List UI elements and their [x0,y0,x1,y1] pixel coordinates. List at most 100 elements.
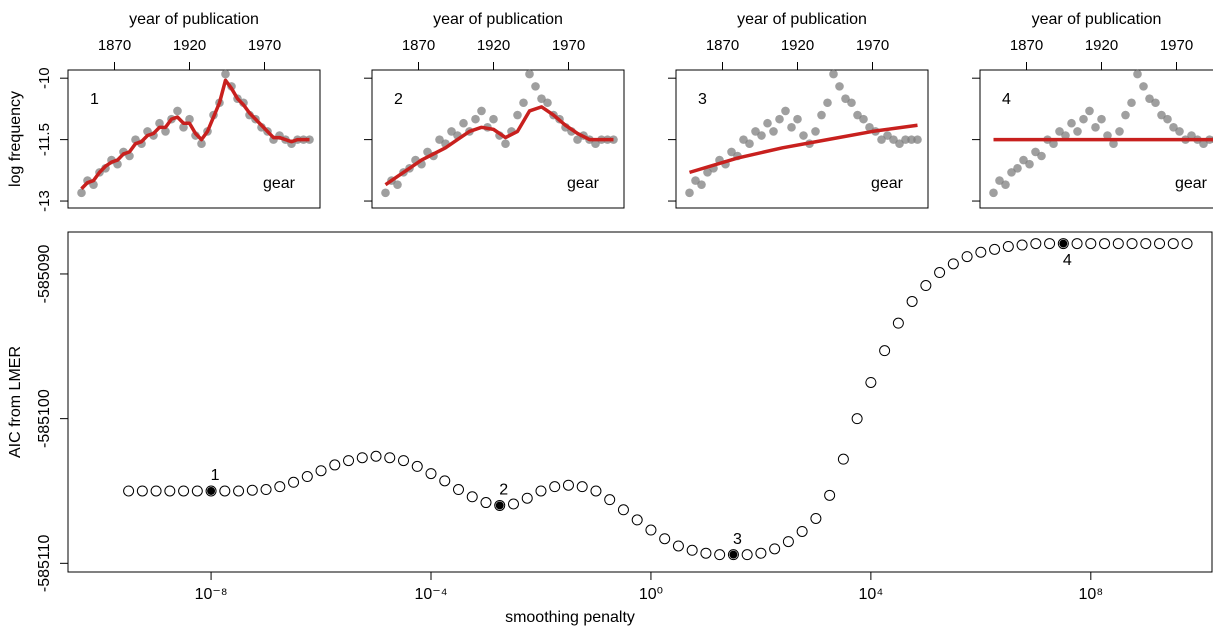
data-point [906,295,918,307]
panel-annotation: gear [263,175,296,192]
data-point [535,485,547,497]
data-point [811,127,820,136]
data-point [1154,238,1166,250]
fit-line [80,78,310,190]
data-point [1157,110,1166,120]
data-point [714,549,726,561]
data-point [179,123,188,132]
data-point [370,450,382,462]
data-point [763,118,772,128]
data-point [672,540,684,552]
data-point [1037,151,1046,161]
data-point [727,147,736,157]
data-point [697,180,706,189]
data-point [775,114,784,124]
data-point [883,131,892,140]
x-tick-label: 10⁴ [859,586,884,603]
data-point [1127,98,1136,108]
fit-line [384,105,614,187]
data-point [1103,131,1112,140]
x-tick-label: 1920 [477,37,510,54]
data-point [829,69,838,79]
data-point [219,485,231,497]
data-point [1013,163,1022,173]
data-point [246,484,258,496]
data-point [1139,82,1148,91]
data-point [459,118,468,128]
data-point [1073,127,1082,136]
data-point [1163,114,1172,124]
data-point [1085,238,1097,250]
data-point [851,413,863,425]
data-point [1140,238,1152,250]
data-point [947,258,959,270]
data-point [191,485,203,497]
annotation-label: 2 [499,482,508,499]
data-point [1019,155,1028,165]
data-point [865,123,874,132]
y-tick-label: -10 [36,67,53,89]
data-point [824,489,836,501]
data-point [617,504,629,516]
data-point [865,376,877,388]
data-point [901,135,910,144]
fit-line [688,123,918,175]
highlight-point [495,501,504,510]
panel-annotation: gear [567,175,600,192]
data-point [685,188,694,198]
data-point [1049,139,1058,149]
data-point [847,98,856,108]
data-point [1181,238,1193,250]
annotation-label: 1 [211,467,220,484]
data-point [329,459,341,471]
x-tick-label: 1920 [781,37,814,54]
data-point [1199,139,1208,149]
data-point [741,549,753,561]
data-point [1121,110,1130,120]
data-point [1085,106,1094,116]
y-tick-label: -585090 [36,244,53,303]
data-point [549,481,561,493]
data-point [781,106,790,116]
data-point [471,114,480,124]
data-point [1097,114,1106,124]
data-point [315,465,327,477]
data-point [1099,238,1111,250]
panel-annotation: gear [1175,175,1208,192]
data-point [155,118,164,128]
data-point [288,476,300,488]
data-point [393,180,402,189]
data-point [435,135,444,144]
data-point [489,114,498,124]
highlight-point [729,550,738,559]
data-point [892,317,904,329]
data-point [769,543,781,555]
data-point [823,98,832,108]
y-tick-label: -13 [36,190,53,212]
data-point [1001,180,1010,189]
data-point [1061,131,1070,140]
data-point [631,514,643,526]
data-point [837,453,849,465]
data-point [590,485,602,497]
x-tick-label: 1970 [856,37,889,54]
data-point [934,267,946,279]
data-point [853,110,862,120]
data-point [989,243,1001,255]
data-point [543,98,552,108]
data-point [787,123,796,132]
data-point [879,345,891,357]
panel-annotation: gear [871,175,904,192]
data-point [1079,114,1088,124]
highlight-point [1059,239,1068,248]
data-point [659,533,671,545]
x-tick-label: 1920 [1085,37,1118,54]
data-point [1175,127,1184,136]
data-point [1007,168,1016,177]
x-tick-label: 1870 [706,37,739,54]
data-point [796,525,808,537]
x-axis-label: year of publication [737,11,867,28]
data-point [1151,98,1160,108]
